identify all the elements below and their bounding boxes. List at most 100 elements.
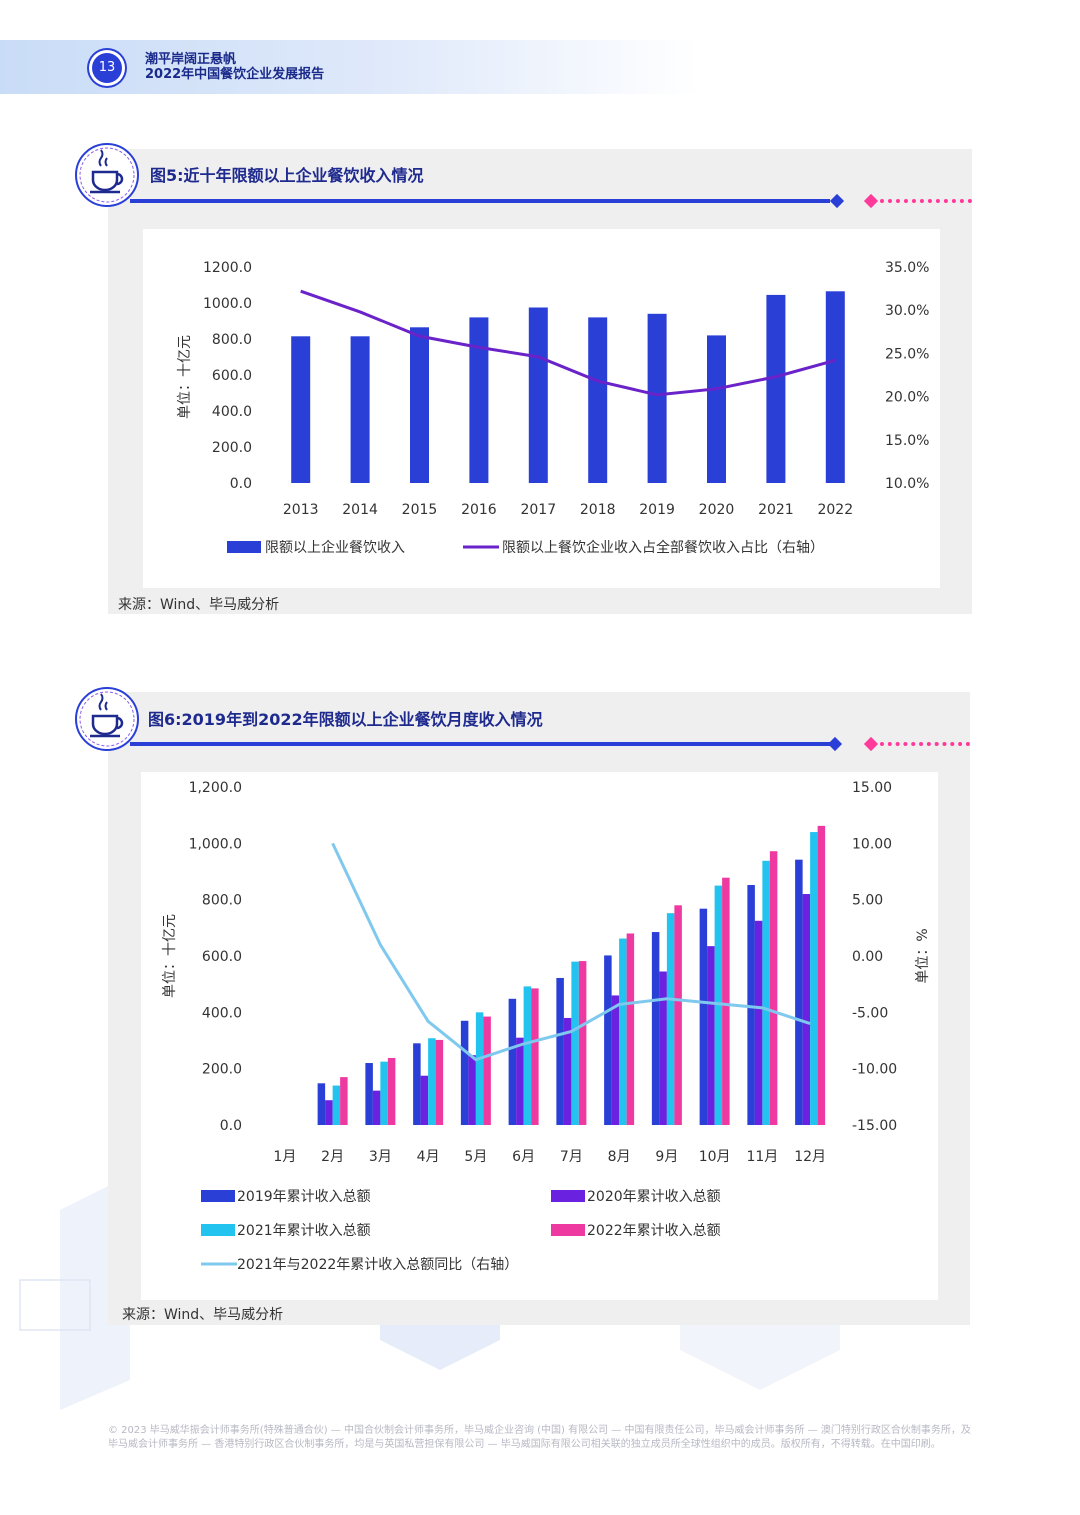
bar-2021年累计收入总额-8月 [619, 938, 627, 1125]
bar-revenue-2014 [350, 336, 370, 483]
y-tick-label: 200.0 [212, 440, 252, 456]
bar-revenue-2015 [410, 327, 429, 483]
y2-tick-label: 10.0% [885, 476, 929, 492]
y2-axis-label: 单位：% [915, 928, 931, 983]
bar-2022年累计收入总额-3月 [387, 1057, 396, 1125]
x-tick-label: 10月 [699, 1149, 731, 1165]
bar-2020年累计收入总额-5月 [468, 1055, 476, 1125]
y2-tick-label: 25.0% [885, 346, 929, 362]
bar-2021年累计收入总额-6月 [523, 986, 532, 1125]
bar-2019年累计收入总额-5月 [460, 1020, 469, 1125]
bar-revenue-2021 [766, 294, 786, 483]
bar-2019年累计收入总额-4月 [413, 1043, 421, 1125]
bar-2022年累计收入总额-8月 [626, 933, 635, 1125]
bar-2019年累计收入总额-6月 [508, 998, 517, 1125]
x-tick-label: 11月 [746, 1149, 778, 1165]
legend-label-1: 2020年累计收入总额 [587, 1189, 721, 1205]
bar-2022年累计收入总额-4月 [435, 1039, 444, 1125]
bar-2019年累计收入总额-10月 [699, 908, 708, 1125]
y-tick-label: 800.0 [202, 893, 242, 909]
figure5-chart-area: 0.0 200.0 400.0 600.0 800.0 1000.0 1200.0 10.0%… [143, 229, 940, 588]
y2-tick-label: 35.0% [885, 260, 929, 276]
y2-tick-label: 30.0% [885, 303, 929, 319]
bar-2021年累计收入总额-5月 [475, 1012, 484, 1125]
figure6-chart-area: 0.0 200.0 400.0 600.0 800.0 1,000.0 1,200.0 -15… [141, 772, 938, 1300]
bar-2020年累计收入总额-7月 [563, 1017, 572, 1125]
legend-label-bar: 限额以上企业餐饮收入 [265, 539, 405, 556]
report-title: 潮平岸阔正悬帆 2022年中国餐饮企业发展报告 [145, 52, 324, 82]
figure6-source: 来源：Wind、毕马威分析 [122, 1307, 284, 1323]
coffee-cup-icon [74, 142, 140, 208]
bar-2022年累计收入总额-9月 [674, 905, 682, 1125]
x-tick-label: 6月 [512, 1149, 535, 1165]
bar-2020年累计收入总额-2月 [325, 1100, 333, 1125]
bar-2019年累计收入总额-8月 [604, 955, 612, 1125]
bar-revenue-2022 [825, 291, 845, 483]
bar-revenue-2018 [588, 317, 608, 483]
x-tick-label: 2019 [639, 502, 675, 518]
x-tick-label: 7月 [560, 1149, 583, 1165]
y-tick-label: 1000.0 [203, 296, 252, 312]
bar-2020年累计收入总额-8月 [611, 995, 620, 1125]
bar-2019年累计收入总额-2月 [317, 1083, 326, 1125]
y-tick-label: 400.0 [202, 1005, 242, 1021]
bar-2022年累计收入总额-6月 [531, 988, 539, 1125]
coffee-cup-icon [74, 686, 140, 752]
bar-2021年累计收入总额-3月 [380, 1061, 388, 1125]
y2-tick-label: 10.00 [852, 836, 892, 852]
legend-swatch-bar [227, 541, 261, 553]
figure5-chart: 0.0 200.0 400.0 600.0 800.0 1000.0 1200.0 10.0%… [177, 260, 929, 556]
y2-tick-label: -5.00 [852, 1005, 888, 1021]
bar-2020年累计收入总额-3月 [372, 1090, 381, 1125]
y-axis-label: 单位：十亿元 [177, 335, 193, 419]
y-tick-label: 200.0 [202, 1062, 242, 1078]
y-tick-label: 600.0 [212, 368, 252, 384]
figure5-source: 来源：Wind、毕马威分析 [118, 597, 280, 613]
copyright-footer: © 2023 毕马威华振会计师事务所(特殊普通合伙) — 中国合伙制会计师事务所… [108, 1425, 971, 1450]
y-tick-label: 1,200.0 [189, 780, 242, 796]
y-tick-label: 0.0 [230, 476, 252, 492]
legend-label-line: 2021年与2022年累计收入总额同比（右轴） [237, 1257, 518, 1273]
page-number-badge: 13 [92, 53, 122, 83]
bar-2022年累计收入总额-2月 [340, 1077, 348, 1125]
y-tick-label: 0.0 [220, 1118, 242, 1134]
bar-2021年累计收入总额-11月 [762, 860, 770, 1125]
bar-2020年累计收入总额-10月 [707, 946, 715, 1125]
x-tick-label: 2014 [342, 502, 378, 518]
y2-tick-label: -10.00 [852, 1062, 897, 1078]
bar-2022年累计收入总额-5月 [483, 1016, 491, 1125]
legend-swatch-0 [201, 1190, 235, 1202]
x-tick-label: 2016 [461, 502, 497, 518]
bar-2020年累计收入总额-4月 [420, 1075, 429, 1125]
y2-tick-label: -15.00 [852, 1118, 897, 1134]
report-title-line1: 潮平岸阔正悬帆 [145, 52, 237, 67]
x-tick-label: 5月 [464, 1149, 487, 1165]
bar-2022年累计收入总额-12月 [817, 825, 826, 1125]
bar-2020年累计收入总额-9月 [659, 971, 667, 1125]
x-tick-label: 2017 [520, 502, 556, 518]
x-tick-label: 9月 [655, 1149, 678, 1165]
bar-2019年累计收入总额-11月 [747, 885, 755, 1125]
y-axis-label: 单位：十亿元 [162, 914, 178, 998]
bar-2020年累计收入总额-12月 [802, 894, 811, 1125]
figure6-chart: 0.0 200.0 400.0 600.0 800.0 1,000.0 1,200.0 -15… [162, 780, 931, 1273]
figure6-pink-dots [880, 742, 970, 750]
x-tick-label: 2018 [580, 502, 616, 518]
legend-label-3: 2022年累计收入总额 [587, 1223, 721, 1239]
x-tick-label: 1月 [273, 1149, 296, 1165]
x-tick-label: 8月 [608, 1149, 631, 1165]
y-tick-label: 600.0 [202, 949, 242, 965]
y2-tick-label: 15.0% [885, 433, 929, 449]
y-tick-label: 1,000.0 [189, 836, 242, 852]
bar-2021年累计收入总额-10月 [714, 885, 723, 1125]
bar-2021年累计收入总额-7月 [571, 961, 579, 1125]
bar-2019年累计收入总额-7月 [556, 977, 564, 1125]
x-tick-label: 2020 [699, 502, 735, 518]
legend-swatch-3 [551, 1224, 585, 1236]
legend-swatch-2 [201, 1224, 235, 1236]
x-tick-label: 4月 [417, 1149, 440, 1165]
bar-revenue-2013 [291, 336, 311, 483]
x-tick-label: 12月 [794, 1149, 826, 1165]
bar-2019年累计收入总额-3月 [365, 1063, 373, 1125]
bar-revenue-2020 [707, 335, 726, 483]
